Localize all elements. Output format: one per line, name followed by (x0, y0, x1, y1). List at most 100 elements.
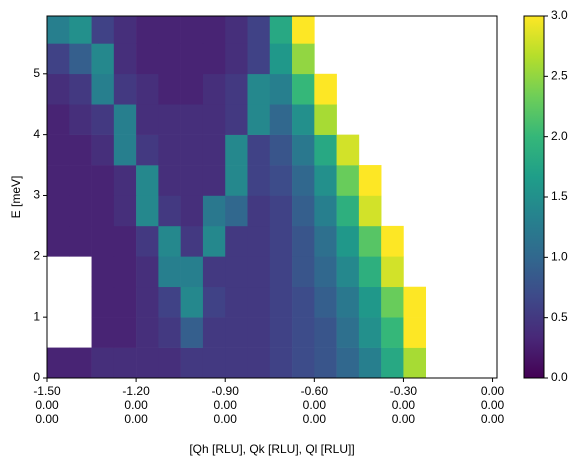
x-tick-label: 0.00 (392, 398, 416, 412)
heatmap-cell (358, 317, 382, 348)
heatmap-cell (247, 286, 271, 318)
heatmap-cell (202, 16, 226, 44)
heatmap-cell (269, 256, 293, 288)
heatmap-cell (47, 16, 70, 44)
heatmap-cell (113, 286, 137, 318)
heatmap-cell (381, 286, 404, 318)
heatmap-cell (69, 104, 92, 135)
heatmap-cell (202, 317, 226, 348)
x-tick-label: 0.00 (303, 398, 327, 412)
heatmap-cell (47, 104, 70, 135)
heatmap-cell (314, 347, 337, 378)
heatmap-cell (269, 43, 293, 75)
heatmap-cell (136, 73, 159, 105)
x-tick-label: -0.90 (212, 384, 240, 398)
heatmap-cell (314, 73, 337, 105)
x-tick-label: 0.00 (35, 412, 59, 426)
heatmap-cell (381, 256, 404, 288)
heatmap-cell (202, 73, 226, 105)
heatmap-cell (113, 16, 137, 44)
heatmap-cell (113, 195, 137, 227)
colorbar-tick-label: 1.5 (551, 189, 568, 203)
x-axis-label: [Qh [RLU], Qk [RLU], Ql [RLU]] (189, 442, 354, 456)
heatmap-cell (403, 347, 427, 378)
heatmap-cell (403, 317, 427, 348)
heatmap-cell (202, 43, 226, 75)
heatmap-cell (202, 225, 226, 257)
heatmap-cell (158, 317, 181, 348)
heatmap-cell (336, 286, 360, 318)
heatmap-cell (91, 165, 115, 196)
heatmap-cell (113, 347, 137, 378)
heatmap-cell (91, 73, 115, 105)
y-tick-label: 0 (33, 370, 40, 384)
heatmap-cell (225, 104, 248, 135)
y-axis-label: E [meV] (9, 176, 23, 219)
heatmap-cell (202, 347, 226, 378)
heatmap-cell (269, 286, 293, 318)
heatmap-cell (247, 73, 271, 105)
heatmap-cell (69, 16, 92, 44)
x-tick-label: -0.30 (390, 384, 418, 398)
heatmap-cell (336, 195, 360, 227)
x-tick-label: 0.00 (124, 412, 148, 426)
heatmap-cell (358, 225, 382, 257)
heatmap-cell (292, 225, 315, 257)
heatmap-cell (47, 43, 70, 75)
heatmap-cell (136, 195, 159, 227)
heatmap-cell (136, 104, 159, 135)
heatmap-cell (180, 225, 204, 257)
heatmap-cell (336, 134, 360, 166)
heatmap-cell (225, 73, 248, 105)
heatmap-cell (136, 347, 159, 378)
heatmap-cell (358, 256, 382, 288)
heatmap-cell (180, 134, 204, 166)
heatmap-cell (158, 16, 181, 44)
heatmap-cell (292, 104, 315, 135)
heatmap-cell (314, 317, 337, 348)
heatmap-cell (247, 104, 271, 135)
x-tick-label: 0.00 (392, 412, 416, 426)
heatmap-cell (47, 347, 70, 378)
heatmap-cell (247, 195, 271, 227)
heatmap-cell (136, 165, 159, 196)
y-tick-label: 5 (33, 66, 40, 80)
heatmap-cell (225, 43, 248, 75)
y-tick-label: 2 (33, 248, 40, 262)
heatmap-cell (314, 256, 337, 288)
heatmap-cell (336, 256, 360, 288)
heatmap (47, 16, 427, 378)
heatmap-cell (113, 73, 137, 105)
y-tick-label: 3 (33, 188, 40, 202)
heatmap-cell (69, 134, 92, 166)
colorbar (523, 15, 545, 379)
heatmap-cell (225, 134, 248, 166)
heatmap-cell (158, 225, 181, 257)
heatmap-cell (47, 195, 70, 227)
heatmap-cell (158, 286, 181, 318)
heatmap-cell (158, 347, 181, 378)
heatmap-cell (292, 43, 315, 75)
heatmap-cell (269, 347, 293, 378)
heatmap-cell (336, 165, 360, 196)
heatmap-cell (113, 225, 137, 257)
y-tick-label: 4 (33, 127, 40, 141)
heatmap-cell (113, 165, 137, 196)
heatmap-cell (247, 225, 271, 257)
heatmap-cell (180, 16, 204, 44)
heatmap-cell (180, 195, 204, 227)
heatmap-cell (91, 134, 115, 166)
heatmap-cell (269, 104, 293, 135)
heatmap-cell (269, 73, 293, 105)
x-tick-label: 0.00 (481, 398, 505, 412)
heatmap-cell (247, 256, 271, 288)
heatmap-cell (69, 165, 92, 196)
x-tick-label: 0.00 (481, 384, 505, 398)
heatmap-cell (336, 347, 360, 378)
heatmap-cell (358, 195, 382, 227)
x-tick-label: 0.00 (214, 398, 238, 412)
heatmap-cell (158, 134, 181, 166)
heatmap-cell (225, 317, 248, 348)
colorbar-tick-label: 1.0 (551, 250, 568, 264)
heatmap-cell (225, 225, 248, 257)
